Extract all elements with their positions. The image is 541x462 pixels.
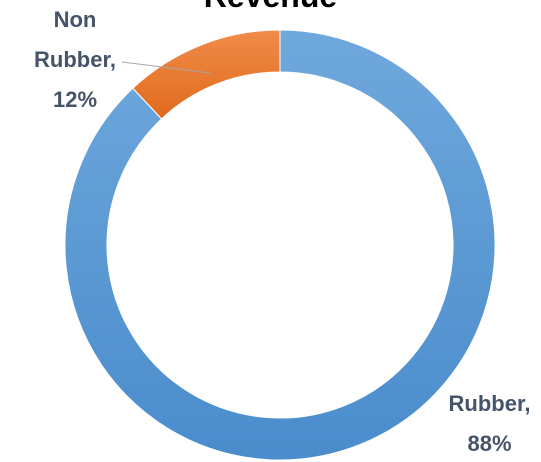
data-label: Non Rubber, 12% [34, 7, 116, 112]
doughnut-slice [64, 29, 496, 461]
chart-title: Revenue [0, 0, 541, 15]
doughnut-slice [132, 29, 281, 120]
data-label: Rubber, 88% [448, 391, 531, 456]
leader-line [121, 61, 211, 74]
